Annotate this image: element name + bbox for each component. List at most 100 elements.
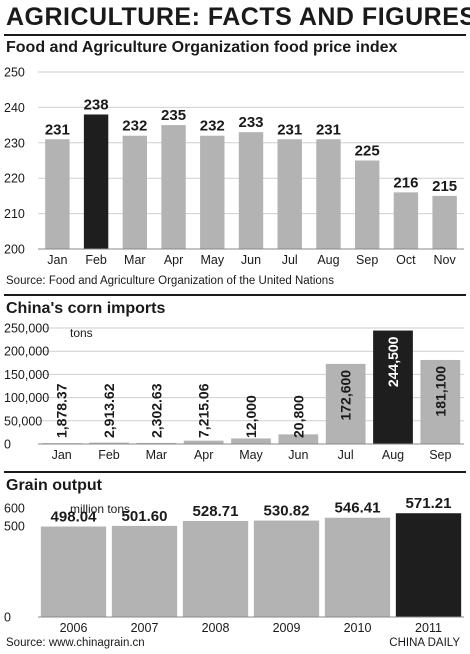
y-tick-label: 240	[4, 101, 25, 115]
y-tick-label: 210	[4, 207, 25, 221]
bar-Apr	[161, 125, 186, 249]
x-tick-label: Jun	[241, 253, 261, 267]
data-label: 238	[84, 96, 109, 113]
bar-Sep	[420, 359, 461, 444]
y-tick-label: 150,000	[4, 368, 49, 382]
data-label: 235	[161, 107, 186, 124]
data-label: 172,600	[338, 370, 354, 421]
data-label: 216	[393, 174, 418, 191]
data-label: 2,302.63	[148, 383, 164, 438]
title-rule	[4, 34, 466, 36]
x-tick-label: Jan	[47, 253, 67, 267]
bar-2007	[111, 525, 178, 617]
bar-Jan	[45, 139, 70, 249]
bar-May	[231, 438, 271, 444]
y-tick-label: 500	[4, 520, 25, 534]
y-tick-label: 0	[4, 438, 11, 452]
y-unit-label: million tons	[70, 502, 130, 516]
bar-Feb	[89, 442, 129, 444]
x-tick-label: Nov	[434, 253, 457, 267]
x-tick-label: Jun	[288, 448, 308, 462]
x-tick-label: Mar	[146, 448, 168, 462]
data-label: 231	[316, 121, 341, 138]
bar-Sep	[354, 160, 380, 249]
y-unit-label: tons	[70, 326, 93, 340]
y-tick-label: 0	[4, 611, 11, 625]
x-tick-label: Apr	[194, 448, 213, 462]
x-tick-label: Jan	[52, 448, 72, 462]
x-tick-label: Aug	[382, 448, 404, 462]
data-label: 501.60	[122, 508, 168, 525]
chart-title-corn-imports: China's corn imports	[6, 300, 166, 317]
section-rule-1	[4, 294, 466, 296]
data-label: 231	[277, 121, 302, 138]
data-label: 7,215.06	[196, 383, 212, 438]
chart-title-grain-output: Grain output	[6, 477, 102, 494]
y-tick-label: 200	[4, 243, 25, 257]
x-tick-label: May	[239, 448, 263, 462]
y-tick-label: 250	[4, 66, 25, 80]
bar-Mar	[136, 442, 177, 444]
data-label: 231	[45, 121, 70, 138]
data-label: 530.82	[264, 503, 310, 520]
y-tick-label: 230	[4, 136, 25, 150]
x-tick-label: 2009	[273, 621, 301, 635]
x-tick-label: Sep	[356, 253, 378, 267]
data-label: 12,000	[243, 395, 259, 438]
data-label: 215	[432, 178, 457, 195]
y-tick-label: 220	[4, 172, 25, 186]
bar-Feb	[83, 114, 109, 249]
bar-Aug	[316, 139, 341, 249]
x-tick-label: Feb	[85, 253, 107, 267]
y-tick-label: 100,000	[4, 391, 49, 405]
bar-Jul	[325, 363, 366, 444]
x-tick-label: Aug	[317, 253, 339, 267]
data-label: 232	[200, 118, 225, 135]
data-label: 528.71	[193, 503, 239, 520]
x-tick-label: Mar	[124, 253, 146, 267]
credit-china-daily: CHINA DAILY	[389, 637, 460, 649]
x-tick-label: Jul	[338, 448, 354, 462]
data-label: 20,800	[290, 395, 306, 438]
y-tick-label: 50,000	[4, 414, 42, 428]
x-tick-label: 2007	[131, 621, 159, 635]
bar-Jul	[277, 139, 302, 249]
bar-Oct	[393, 192, 419, 249]
y-tick-label: 600	[4, 502, 25, 516]
data-label: 244,500	[385, 336, 401, 387]
x-tick-label: May	[200, 253, 224, 267]
data-label: 233	[238, 114, 263, 131]
page-title: AGRICULTURE: FACTS AND FIGURES	[6, 3, 470, 31]
x-tick-label: Jul	[282, 253, 298, 267]
x-tick-label: Sep	[429, 448, 451, 462]
section-rule-2	[4, 471, 466, 473]
x-tick-label: Oct	[396, 253, 416, 267]
data-label: 225	[355, 143, 380, 160]
bar-2008	[182, 520, 249, 617]
x-tick-label: 2011	[415, 621, 442, 635]
bar-Aug	[373, 330, 413, 444]
chart-title-food-price: Food and Agriculture Organization food p…	[6, 39, 398, 56]
x-tick-label: 2006	[60, 621, 88, 635]
x-tick-label: 2010	[344, 621, 372, 635]
y-tick-label: 250,000	[4, 322, 49, 336]
bar-Apr	[183, 440, 224, 444]
y-tick-label: 200,000	[4, 345, 49, 359]
data-label: 2,913.62	[101, 383, 117, 438]
data-label: 546.41	[335, 500, 381, 517]
data-label: 498.04	[51, 509, 98, 526]
source-grain-output: Source: www.chinagrain.cn	[6, 637, 145, 649]
bar-2006	[40, 526, 107, 617]
bar-2009	[253, 520, 320, 617]
x-tick-label: 2008	[202, 621, 230, 635]
source-food-price: Source: Food and Agriculture Organizatio…	[6, 275, 334, 287]
data-label: 1,878.37	[54, 383, 70, 438]
bar-Nov	[432, 195, 457, 249]
data-label: 232	[122, 118, 147, 135]
data-label: 571.21	[406, 495, 452, 512]
bar-Jun	[238, 132, 264, 249]
bar-Mar	[122, 135, 148, 249]
data-label: 181,100	[432, 366, 448, 417]
bar-2011	[395, 513, 462, 617]
